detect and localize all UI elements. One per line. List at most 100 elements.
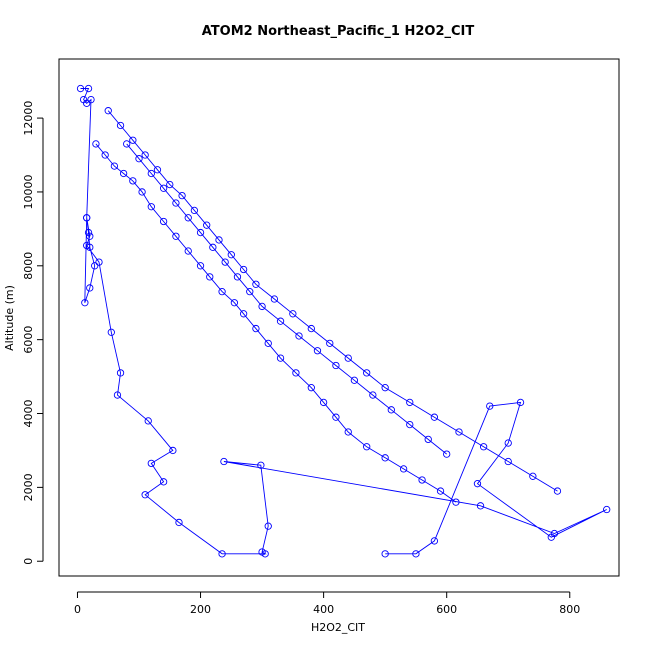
data-point [153,166,162,174]
data-point [292,369,300,377]
data-point [319,398,328,407]
data-point [504,457,512,466]
data-point [295,332,303,340]
y-tick-label: 0 [22,558,35,565]
data-point [381,454,389,462]
y-axis: 0 2000 4000 6000 8000 10000 12000 [22,101,44,565]
data-point [86,284,94,292]
data-point [344,428,352,436]
data-point [473,480,482,488]
x-tick-label: 800 [559,603,580,616]
data-point [104,107,112,115]
series-layer [76,84,611,558]
series-4 [123,140,451,458]
data-point [239,265,248,274]
data-point [603,505,611,514]
data-point [76,84,85,93]
x-axis: 0 200 400 600 800 [74,591,580,616]
data-point [289,310,297,318]
data-point [363,443,371,451]
data-point [83,99,91,107]
data-point [547,533,555,541]
data-point [169,446,177,455]
data-point [516,398,525,407]
x-tick-label: 0 [74,603,81,616]
data-point [86,232,94,240]
data-point [84,228,93,237]
data-point [107,328,115,336]
data-point [196,262,205,270]
data-point [147,169,155,178]
data-point [252,324,260,333]
y-tick-label: 10000 [22,174,35,209]
data-point [399,465,408,473]
data-point [135,155,143,163]
data-point [486,402,494,410]
data-point [203,221,211,229]
data-point [218,287,226,296]
data-point [313,347,322,355]
series-line [95,143,457,503]
data-point [83,241,91,250]
data-point [147,459,155,468]
data-point [190,206,199,215]
data-point [264,522,272,530]
data-point [452,498,460,506]
data-point [424,435,432,444]
plot-frame [58,58,620,577]
x-tick-label: 600 [436,603,457,616]
data-point [159,478,168,486]
data-point [116,369,125,377]
data-point [504,439,512,447]
data-point [276,317,285,325]
x-tick-label: 200 [190,603,211,616]
data-point [141,491,149,499]
y-axis-label: Altitude (m) [3,285,16,351]
data-point [101,151,109,159]
data-point [307,384,315,392]
data-point [406,398,414,407]
data-point [172,199,180,207]
series-line [80,88,607,555]
data-point [220,457,228,466]
data-point [430,537,439,545]
y-tick-label: 6000 [22,326,35,354]
data-point [144,417,152,425]
series-line [107,110,558,492]
data-point [123,140,131,148]
data-point [412,550,420,558]
data-point [344,354,352,362]
data-point [363,369,371,377]
data-point [326,339,334,347]
data-point [418,476,426,484]
data-point [147,203,155,211]
data-point [166,180,174,189]
data-point [95,258,103,266]
data-point [553,487,562,495]
data-point [81,299,89,307]
data-point [129,177,137,185]
series-3 [104,107,562,495]
data-point [138,188,146,196]
data-point [206,273,214,281]
data-point [87,95,95,104]
data-point [276,354,285,362]
data-point [227,251,235,259]
data-point [258,302,266,311]
data-point [529,472,537,480]
data-point [476,502,485,510]
data-point [159,217,168,226]
data-point [264,339,272,347]
data-point [233,273,242,281]
data-point [209,243,217,251]
data-point [332,361,340,370]
data-point [252,280,260,288]
data-point [369,391,377,399]
data-point [221,258,229,266]
data-point [455,428,463,436]
data-point [436,487,445,495]
x-axis-label: H2O2_CIT [311,621,365,634]
data-point [116,121,125,130]
series-line [126,143,447,455]
